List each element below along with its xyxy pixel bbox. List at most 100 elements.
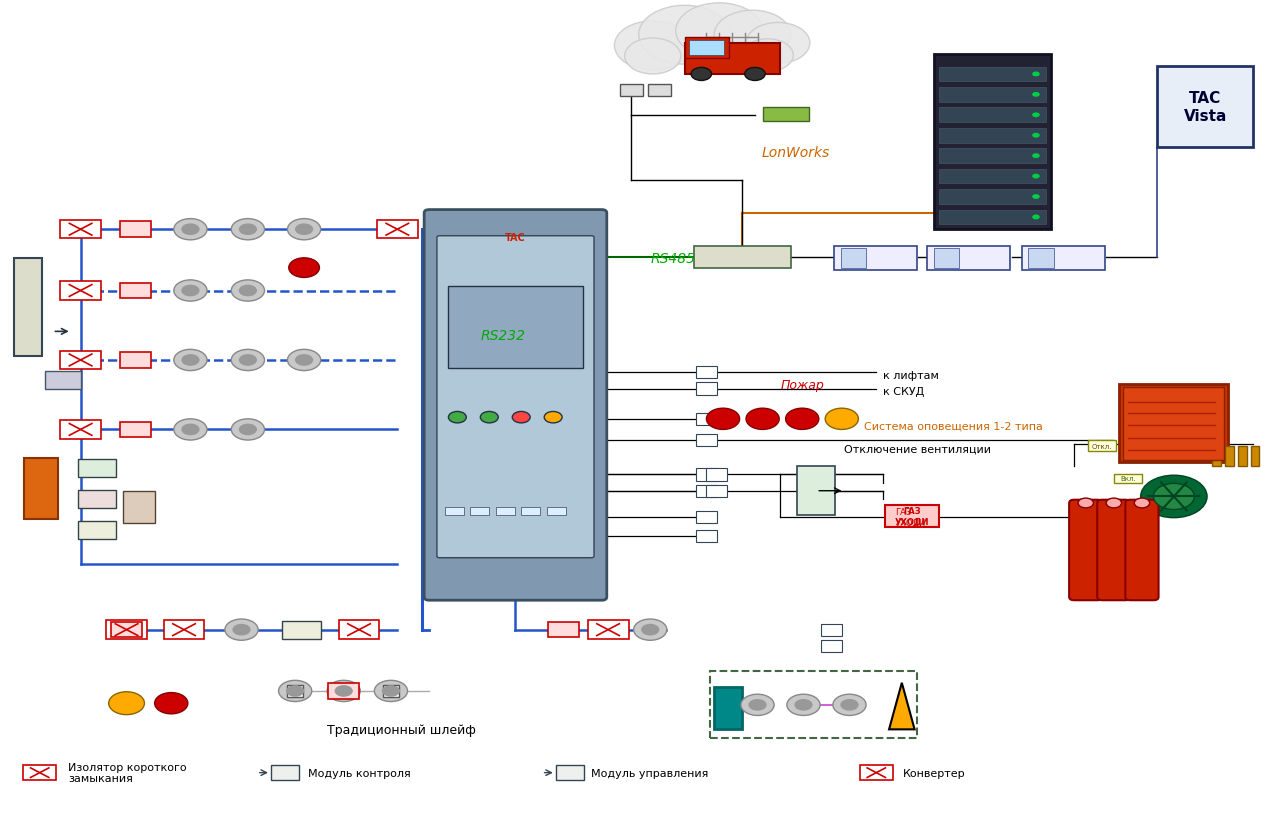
Circle shape: [239, 355, 257, 366]
Text: к СКУД: к СКУД: [883, 387, 924, 396]
FancyBboxPatch shape: [1069, 500, 1102, 600]
Bar: [271, 766, 300, 780]
Bar: [934, 249, 959, 269]
Circle shape: [294, 355, 314, 366]
Circle shape: [826, 409, 859, 430]
Circle shape: [1032, 133, 1039, 138]
Circle shape: [334, 686, 353, 697]
Bar: [60, 282, 101, 301]
FancyBboxPatch shape: [436, 237, 594, 558]
Bar: [938, 190, 1046, 205]
Text: Модуль контроля: Модуль контроля: [308, 767, 411, 778]
Text: Откл.: Откл.: [1092, 443, 1112, 450]
Text: TAC: TAC: [506, 233, 526, 243]
Bar: [123, 491, 155, 524]
Bar: [822, 624, 842, 636]
Circle shape: [786, 409, 819, 430]
Bar: [714, 687, 742, 730]
Circle shape: [614, 22, 691, 70]
Bar: [60, 351, 101, 369]
Circle shape: [1032, 215, 1039, 220]
Circle shape: [239, 224, 257, 236]
Bar: [1199, 441, 1215, 449]
Bar: [696, 485, 717, 497]
Circle shape: [795, 699, 813, 711]
Bar: [685, 38, 730, 58]
Circle shape: [233, 624, 251, 636]
Circle shape: [746, 409, 780, 430]
Bar: [495, 508, 515, 516]
Polygon shape: [890, 683, 915, 730]
Bar: [383, 685, 398, 697]
Circle shape: [1032, 113, 1039, 118]
Bar: [14, 259, 42, 356]
Bar: [588, 621, 628, 639]
Circle shape: [787, 695, 820, 716]
Circle shape: [232, 419, 265, 441]
Circle shape: [745, 68, 765, 81]
Bar: [471, 274, 532, 305]
Bar: [1088, 441, 1116, 452]
Bar: [696, 367, 717, 379]
Bar: [548, 622, 579, 638]
Bar: [938, 170, 1046, 184]
Circle shape: [746, 24, 810, 64]
Text: к лифтам: к лифтам: [883, 370, 938, 380]
Text: RS232: RS232: [480, 329, 525, 343]
Bar: [1251, 446, 1260, 467]
Bar: [685, 44, 781, 75]
Circle shape: [381, 686, 401, 697]
Text: LonWorks: LonWorks: [762, 146, 829, 160]
Text: Вкл.: Вкл.: [1120, 476, 1135, 482]
Bar: [120, 422, 151, 437]
Circle shape: [480, 412, 498, 423]
Circle shape: [634, 619, 667, 640]
Bar: [696, 413, 717, 425]
Bar: [696, 434, 717, 446]
Text: Пожар: Пожар: [781, 378, 824, 391]
Bar: [521, 508, 540, 516]
Bar: [120, 222, 151, 238]
Bar: [1225, 446, 1234, 467]
Circle shape: [707, 409, 740, 430]
Circle shape: [289, 259, 320, 278]
Bar: [1157, 66, 1253, 148]
Circle shape: [288, 219, 321, 241]
Circle shape: [1134, 499, 1149, 509]
Circle shape: [239, 424, 257, 436]
Bar: [707, 468, 727, 481]
Circle shape: [288, 350, 321, 371]
FancyBboxPatch shape: [424, 210, 607, 600]
Bar: [60, 221, 101, 239]
Bar: [484, 288, 516, 291]
Circle shape: [232, 219, 265, 241]
Circle shape: [174, 281, 207, 301]
Bar: [24, 459, 58, 520]
Bar: [1114, 474, 1142, 484]
Circle shape: [294, 224, 314, 236]
Bar: [938, 88, 1046, 102]
Circle shape: [225, 619, 259, 640]
Bar: [648, 85, 671, 97]
Circle shape: [182, 355, 200, 366]
FancyBboxPatch shape: [1097, 500, 1130, 600]
Text: Система оповещения 1-2 типа: Система оповещения 1-2 типа: [864, 421, 1042, 431]
Circle shape: [625, 39, 681, 75]
Bar: [444, 508, 463, 516]
Bar: [696, 530, 717, 542]
Circle shape: [1032, 93, 1039, 97]
Bar: [934, 54, 1051, 230]
Bar: [556, 766, 584, 780]
Bar: [696, 468, 717, 481]
Bar: [710, 671, 918, 738]
Circle shape: [174, 219, 207, 241]
Bar: [835, 247, 918, 271]
Circle shape: [232, 281, 265, 301]
Circle shape: [714, 11, 791, 60]
Bar: [938, 129, 1046, 143]
Bar: [477, 293, 526, 301]
Circle shape: [1032, 195, 1039, 200]
Circle shape: [1032, 154, 1039, 159]
Circle shape: [742, 40, 794, 72]
Circle shape: [285, 686, 305, 697]
